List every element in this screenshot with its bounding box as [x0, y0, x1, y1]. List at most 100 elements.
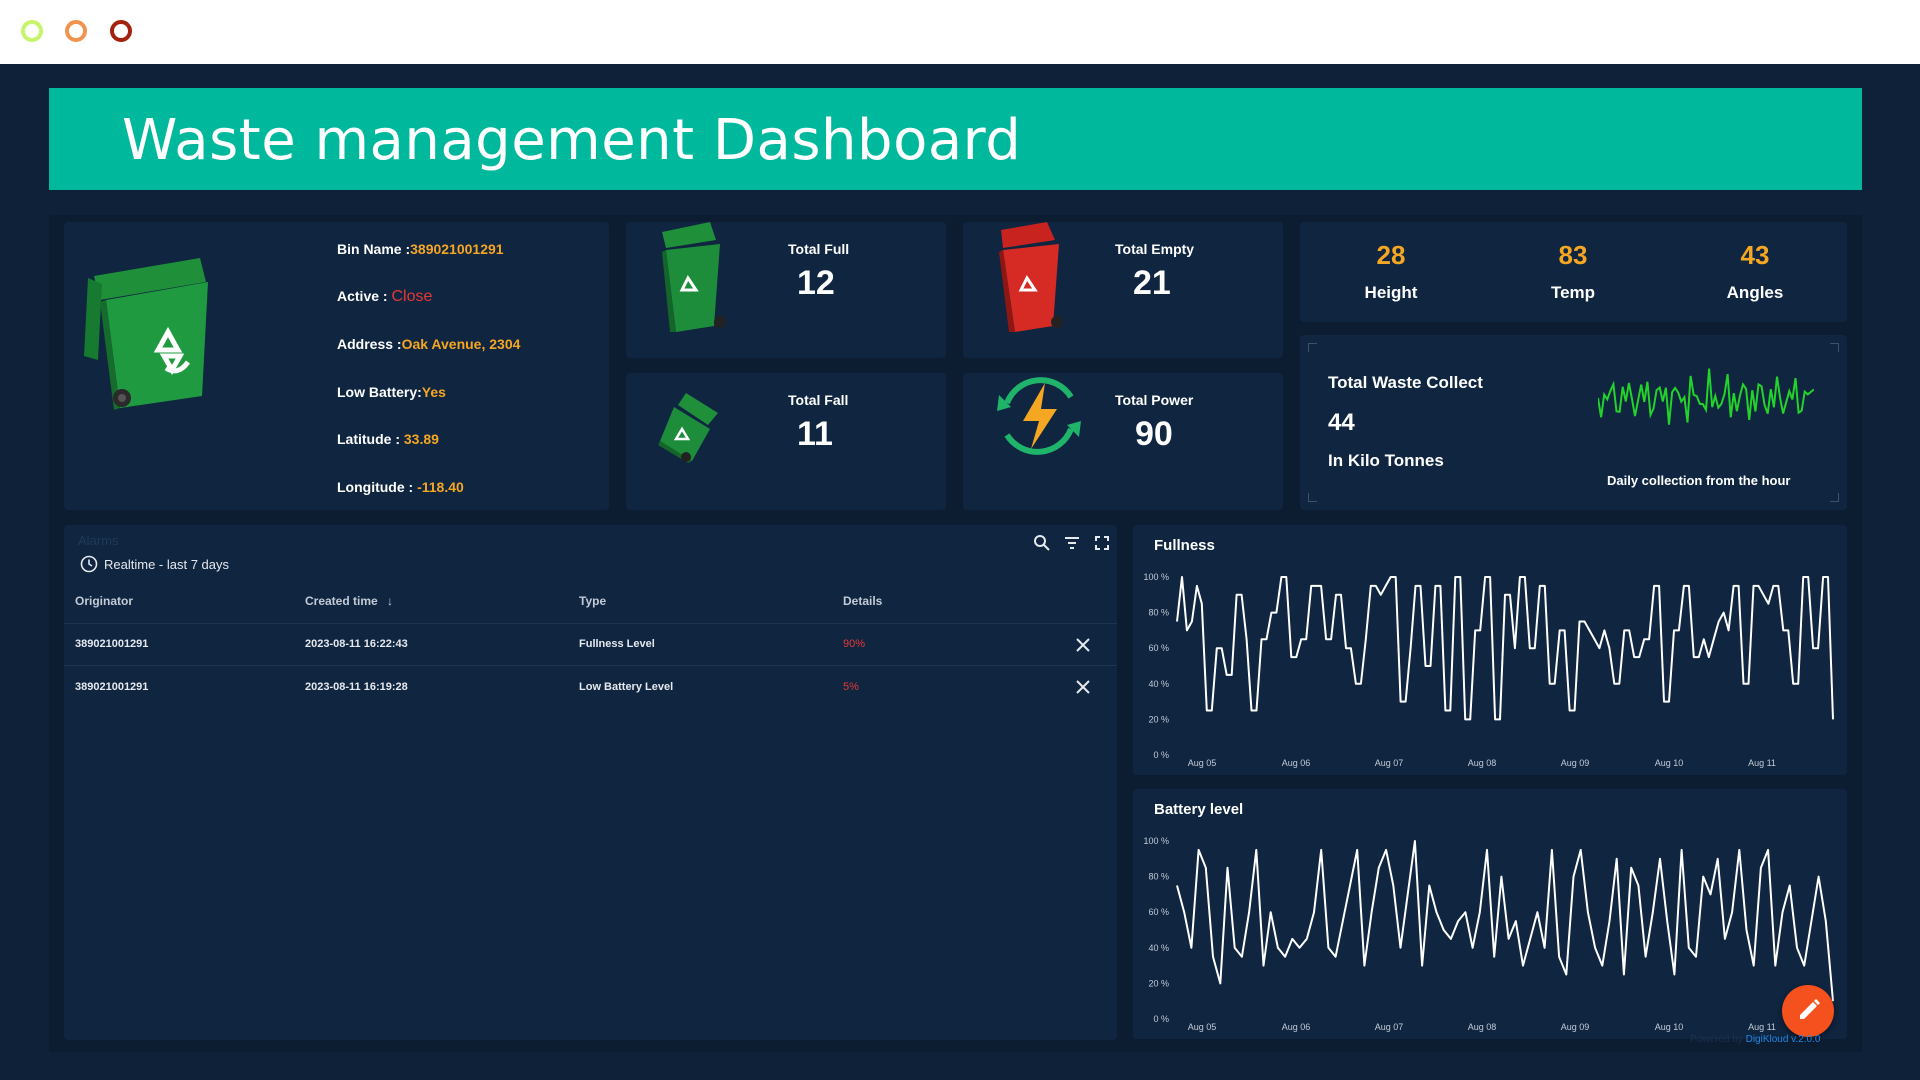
x-tick-label: Aug 11 — [1748, 1022, 1776, 1032]
total-fall-value: 11 — [797, 415, 833, 453]
temp-value: 83 — [1558, 240, 1588, 270]
y-tick-label: 40 % — [1148, 679, 1169, 689]
column-details[interactable]: Details — [843, 594, 883, 608]
x-tick-label: Aug 09 — [1561, 1022, 1590, 1032]
waste-unit: In Kilo Tonnes — [1328, 451, 1444, 470]
address-value: Oak Avenue, 2304 — [401, 336, 521, 352]
waste-value: 44 — [1328, 409, 1355, 436]
powered-by-footer: Powered by DigiKloud v.2.0.0 — [1690, 1034, 1820, 1045]
window-control-green[interactable] — [21, 20, 43, 42]
waste-collect-card: Total Waste Collect 44 In Kilo Tonnes Da… — [1300, 335, 1847, 510]
bin-name-row: Bin Name :389021001291 — [337, 241, 504, 257]
height-value: 28 — [1376, 240, 1406, 270]
x-tick-label: Aug 06 — [1282, 1022, 1311, 1032]
search-icon[interactable] — [1032, 533, 1052, 553]
angles-value: 43 — [1740, 240, 1770, 270]
total-full-card: Total Full 12 — [626, 222, 946, 358]
x-tick-label: Aug 10 — [1655, 758, 1684, 768]
green-bin-icon — [84, 258, 208, 410]
longitude-row: Longitude : -118.40 — [337, 479, 464, 495]
column-type[interactable]: Type — [579, 594, 607, 608]
pencil-icon — [1800, 999, 1820, 1019]
sparkline-path — [1598, 368, 1814, 425]
alarms-panel: Alarms Realtime - last 7 days Originator… — [64, 525, 1117, 1040]
cell-created: 2023-08-11 16:19:28 — [305, 681, 408, 693]
filter-icon[interactable] — [1062, 533, 1082, 553]
timewindow-label: Realtime - last 7 days — [104, 556, 229, 572]
height-label: Height — [1364, 283, 1418, 302]
x-tick-label: Aug 05 — [1188, 1022, 1217, 1032]
clear-alarm-icon[interactable] — [1075, 637, 1091, 653]
row-divider — [64, 665, 1117, 666]
cell-details: 90% — [843, 638, 866, 650]
battery-chart-card: Battery level 100 % 80 % 60 % 40 % 20 % 0 % Au… — [1133, 789, 1847, 1039]
fullness-chart-card: Fullness 100 % 80 % 60 % 40 % 20 % 0 % Aug 05 A… — [1133, 525, 1847, 775]
fullscreen-icon[interactable] — [1092, 533, 1112, 553]
window-control-red[interactable] — [110, 20, 132, 42]
waste-sparkline — [1598, 368, 1814, 425]
cell-created: 2023-08-11 16:22:43 — [305, 638, 408, 650]
cell-type: Fullness Level — [579, 638, 655, 650]
total-power-card: Total Power 90 — [963, 373, 1283, 510]
sort-down-icon: ↓ — [387, 594, 394, 608]
corner-mark — [1830, 493, 1839, 502]
y-tick-label: 20 % — [1148, 714, 1169, 724]
temp-label: Temp — [1550, 283, 1596, 302]
window-titlebar — [0, 0, 1920, 64]
y-tick-label: 0 % — [1153, 1014, 1169, 1024]
low-battery-label: Low Battery: — [337, 384, 422, 400]
active-label: Active : — [337, 288, 392, 304]
waste-caption: Daily collection from the hour — [1607, 473, 1791, 488]
total-empty-label: Total Empty — [1115, 241, 1195, 257]
series-line — [1176, 576, 1834, 721]
fullness-chart-title: Fullness — [1154, 537, 1215, 554]
column-created-time-label: Created time — [305, 594, 378, 608]
column-originator[interactable]: Originator — [75, 594, 134, 608]
corner-mark — [1308, 493, 1317, 502]
column-created-time[interactable]: Created time ↓ — [305, 594, 393, 608]
corner-mark — [1830, 343, 1839, 352]
alarms-title: Alarms — [78, 533, 119, 548]
x-tick-label: Aug 06 — [1282, 758, 1311, 768]
longitude-value: -118.40 — [417, 479, 464, 495]
y-tick-label: 80 % — [1148, 872, 1169, 882]
cell-type: Low Battery Level — [579, 681, 674, 693]
y-tick-label: 60 % — [1148, 643, 1169, 653]
x-tick-label: Aug 10 — [1655, 1022, 1684, 1032]
latitude-value: 33.89 — [403, 431, 439, 447]
low-battery-row: Low Battery:Yes — [337, 384, 446, 400]
window-control-orange[interactable] — [65, 20, 87, 42]
total-power-value: 90 — [1135, 415, 1173, 453]
clear-alarm-icon[interactable] — [1075, 679, 1091, 695]
x-tick-label: Aug 07 — [1375, 1022, 1404, 1032]
cell-originator: 389021001291 — [75, 681, 149, 693]
y-tick-label: 60 % — [1148, 907, 1169, 917]
total-empty-card: Total Empty 21 — [963, 222, 1283, 358]
bin-name-value: 389021001291 — [410, 241, 504, 257]
x-tick-label: Aug 11 — [1748, 758, 1776, 768]
series-line — [1176, 840, 1834, 1002]
temp-metric: 83 Temp — [1513, 240, 1633, 303]
address-label: Address : — [337, 336, 402, 352]
green-bin-icon — [662, 222, 726, 332]
angles-metric: 43 Angles — [1695, 240, 1815, 303]
longitude-label: Longitude : — [337, 479, 418, 495]
total-power-label: Total Power — [1115, 392, 1194, 408]
edit-fab-button[interactable] — [1782, 985, 1834, 1037]
bin-info-card: Bin Name :389021001291 Active : Close Ad… — [64, 222, 609, 510]
cell-originator: 389021001291 — [75, 638, 149, 650]
total-fall-card: Total Fall 11 — [626, 373, 946, 510]
total-full-label: Total Full — [788, 241, 850, 257]
clock-icon — [80, 555, 98, 573]
y-tick-label: 100 % — [1143, 572, 1169, 582]
battery-level-chart: 100 % 80 % 60 % 40 % 20 % 0 % Aug 05 Aug 06 Aug … — [1143, 836, 1834, 1032]
latitude-row: Latitude : 33.89 — [337, 431, 439, 447]
height-metric: 28 Height — [1331, 240, 1451, 303]
latitude-label: Latitude : — [337, 431, 404, 447]
header-divider — [64, 623, 1117, 624]
timewindow-selector[interactable]: Realtime - last 7 days — [80, 555, 229, 573]
page-title: Waste management Dashboard — [122, 108, 1022, 173]
x-tick-label: Aug 08 — [1468, 1022, 1497, 1032]
powered-by-brand[interactable]: DigiKloud v.2.0.0 — [1745, 1034, 1821, 1045]
total-empty-value: 21 — [1133, 264, 1171, 302]
